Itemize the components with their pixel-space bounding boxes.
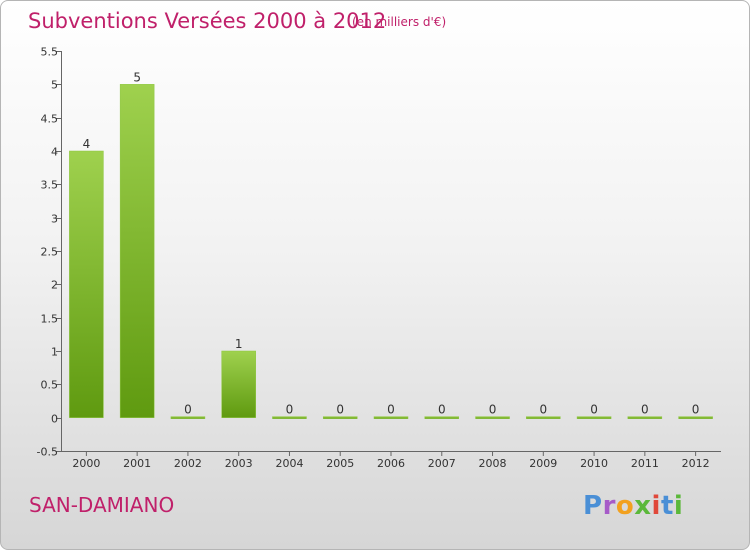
x-tick-label: 2005 <box>326 457 354 470</box>
x-tick-label: 2011 <box>631 457 659 470</box>
bar-value-label: 0 <box>489 403 497 417</box>
y-tick-label: 1.5 <box>41 313 59 326</box>
bar-value-label: 0 <box>336 403 344 417</box>
x-tick-label: 2003 <box>225 457 253 470</box>
chart-title: Subventions Versées 2000 à 2012 <box>28 9 387 33</box>
y-tick-label: 2.5 <box>41 246 59 259</box>
chart-unit: (en milliers d'€) <box>352 15 447 29</box>
bar-value-label: 0 <box>641 403 649 417</box>
bar-value-label: 0 <box>590 403 598 417</box>
y-tick-label: 5.5 <box>41 46 59 59</box>
bar-value-label: 0 <box>184 403 192 417</box>
x-tick-label: 2009 <box>529 457 557 470</box>
x-tick-label: 2002 <box>174 457 202 470</box>
bar <box>322 416 358 419</box>
bar <box>221 350 256 418</box>
bar <box>526 416 561 419</box>
logo-letter: t <box>660 491 674 521</box>
x-tick-label: 2000 <box>72 457 100 470</box>
bar-value-label: 0 <box>539 403 547 417</box>
y-tick-label: 0.5 <box>41 379 59 392</box>
logo-letter: o <box>615 491 635 521</box>
bar <box>170 416 206 419</box>
x-tick-label: 2010 <box>580 457 608 470</box>
bar <box>119 84 155 418</box>
y-tick-label: 2 <box>51 279 58 292</box>
x-tick-label: 2006 <box>377 457 405 470</box>
logo-letter: x <box>634 491 652 521</box>
y-tick-label: 3.5 <box>41 179 59 192</box>
logo-letter: i <box>673 491 684 521</box>
proxiti-logo[interactable]: Proxiti <box>583 491 683 521</box>
x-tick-label: 2012 <box>682 457 710 470</box>
x-tick-label: 2008 <box>479 457 507 470</box>
bar <box>272 416 307 419</box>
bar-value-label: 4 <box>83 137 91 151</box>
bar-value-label: 0 <box>692 403 700 417</box>
logo-letter: i <box>651 491 661 521</box>
bar-value-label: 5 <box>133 70 141 84</box>
bar <box>424 416 460 419</box>
logo-letter: r <box>602 491 616 521</box>
y-tick-label: 3 <box>51 213 58 226</box>
bar-value-label: 0 <box>438 403 446 417</box>
bar <box>627 416 663 419</box>
y-tick-label: 5 <box>51 79 58 92</box>
bar-value-label: 1 <box>235 337 243 351</box>
x-tick-label: 2001 <box>123 457 151 470</box>
y-tick-label: 4 <box>51 146 58 159</box>
x-tick-label: 2004 <box>275 457 303 470</box>
commune-name: SAN-DAMIANO <box>29 493 175 517</box>
bar <box>576 416 612 419</box>
bar-value-label: 0 <box>387 403 395 417</box>
bar-value-label: 0 <box>286 403 294 417</box>
y-tick-label: 0 <box>51 413 58 426</box>
bar <box>373 416 409 419</box>
logo-letter: P <box>583 491 603 521</box>
bar <box>678 416 713 419</box>
bar <box>475 416 510 419</box>
bar <box>69 150 104 418</box>
y-tick-label: 1 <box>51 346 58 359</box>
y-tick-label: -0.5 <box>37 446 58 459</box>
x-tick-label: 2007 <box>428 457 456 470</box>
y-tick-label: 4.5 <box>41 113 59 126</box>
